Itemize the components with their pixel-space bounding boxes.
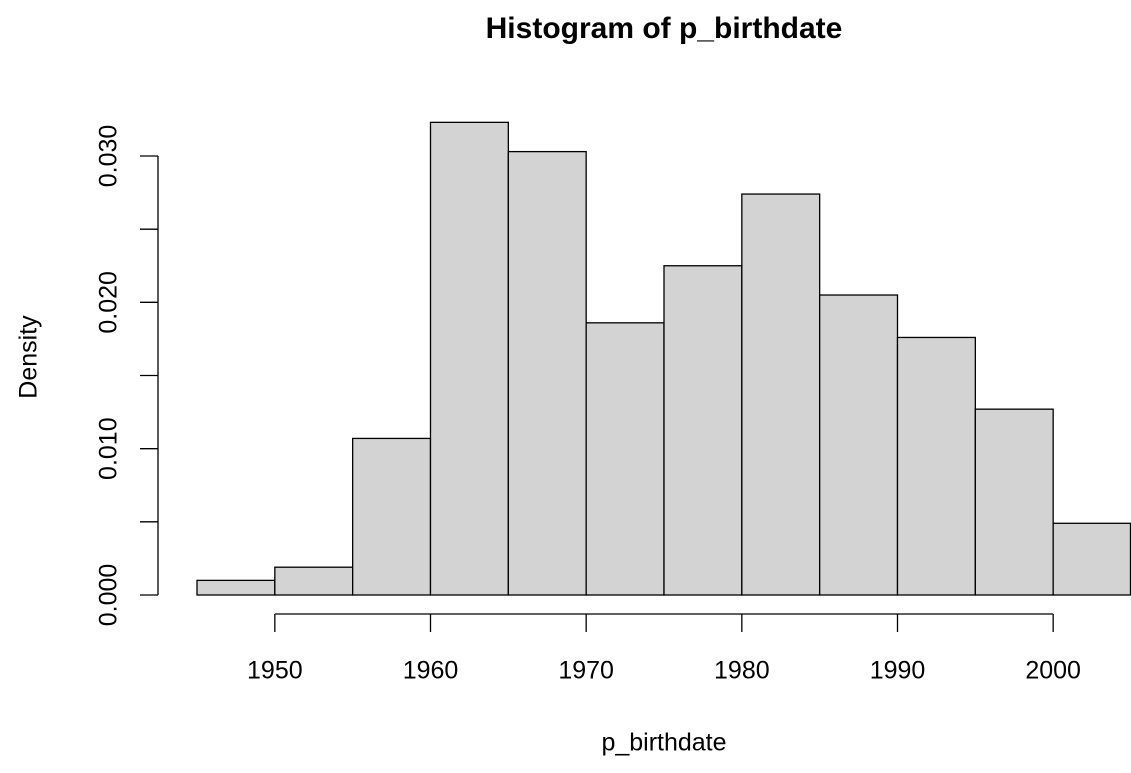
bar [819,294,899,596]
bar [741,193,821,596]
y-tick-label: 0.030 [95,125,123,188]
bar [1052,522,1131,596]
x-tick-label: 1980 [714,657,770,685]
bar [196,579,276,596]
x-tick-label: 1990 [870,657,926,685]
bar [507,150,587,596]
chart-title: Histogram of p_birthdate [486,12,843,45]
x-tick-label: 1970 [558,657,614,685]
bar [274,566,354,596]
bar [352,437,432,596]
x-axis-label: p_birthdate [601,729,726,757]
y-tick-label: 0.000 [95,564,123,627]
bar [663,265,743,596]
x-tick-label: 2000 [1025,657,1081,685]
y-axis-label: Density [15,315,43,399]
x-tick-label: 1950 [247,657,303,685]
bar [429,121,509,596]
x-tick-label: 1960 [403,657,459,685]
bar [974,408,1054,596]
bar [585,322,665,596]
y-tick-label: 0.020 [95,271,123,334]
y-tick-label: 0.010 [95,417,123,480]
bar [896,336,976,596]
